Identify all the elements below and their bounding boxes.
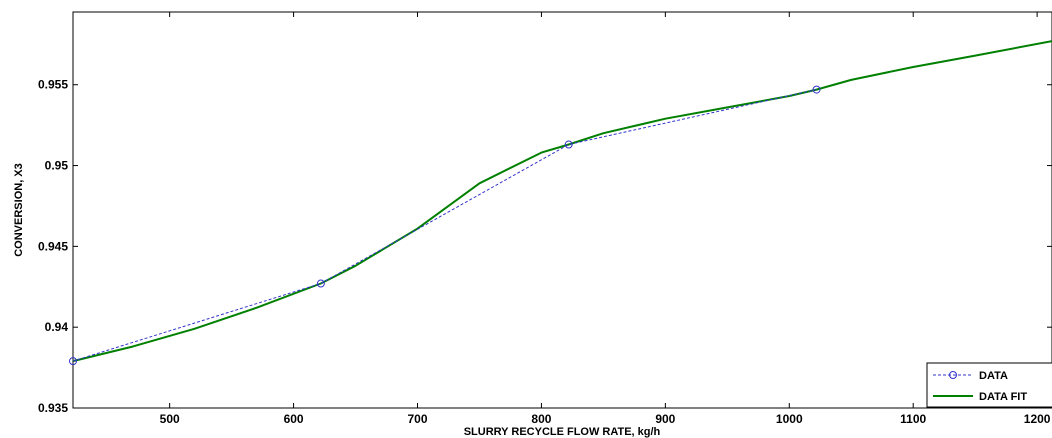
x-tick-label: 1100 — [900, 412, 926, 426]
y-tick-label: 0.94 — [45, 320, 69, 334]
y-tick-label: 0.935 — [38, 401, 68, 415]
data-point — [316, 279, 325, 288]
y-tick-label: 0.955 — [38, 78, 68, 92]
x-tick-label: 1000 — [776, 412, 803, 426]
legend-data-marker — [949, 371, 957, 379]
series-line-data-fit — [72, 40, 1052, 363]
plot-area — [72, 11, 1052, 409]
series-line-data — [72, 89, 817, 362]
x-tick-label: 900 — [655, 412, 675, 426]
x-tick-label: 700 — [407, 412, 427, 426]
y-tick-label: 0.95 — [45, 159, 69, 173]
data-point — [812, 85, 821, 94]
x-axis-label: SLURRY RECYCLE FLOW RATE, kg/h — [464, 426, 661, 438]
data-point — [564, 140, 573, 149]
x-tick-label: 500 — [160, 412, 180, 426]
y-axis-label: CONVERSION, X3 — [13, 163, 25, 257]
y-axis: 0.935 0.94 0.945 0.95 0.955 — [38, 78, 1052, 415]
legend: DATA DATA FIT — [926, 362, 1052, 408]
x-tick-label: 1200 — [1024, 412, 1051, 426]
x-axis: 500 600 700 800 900 1000 1100 1200 — [160, 12, 1051, 426]
legend-box — [926, 362, 1052, 408]
series-layer — [69, 40, 1052, 366]
x-tick-label: 800 — [531, 412, 551, 426]
legend-data-label: DATA — [979, 370, 1008, 382]
x-tick-label: 600 — [284, 412, 304, 426]
legend-fit-label: DATA FIT — [979, 391, 1027, 403]
data-point — [69, 357, 77, 366]
y-tick-label: 0.945 — [38, 239, 68, 253]
